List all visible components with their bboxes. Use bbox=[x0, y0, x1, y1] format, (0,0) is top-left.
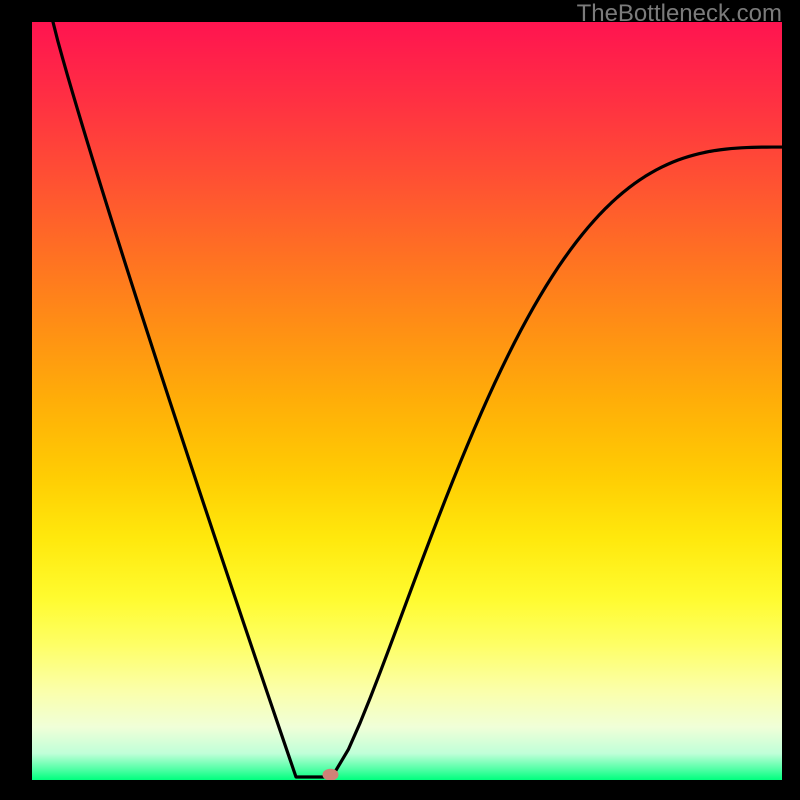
frame-right bbox=[782, 0, 800, 800]
bottleneck-chart bbox=[32, 22, 782, 780]
frame-left bbox=[0, 0, 32, 800]
plot-area bbox=[32, 22, 782, 780]
gradient-background bbox=[32, 22, 782, 780]
frame-bottom bbox=[0, 780, 800, 800]
watermark-text: TheBottleneck.com bbox=[577, 0, 782, 28]
